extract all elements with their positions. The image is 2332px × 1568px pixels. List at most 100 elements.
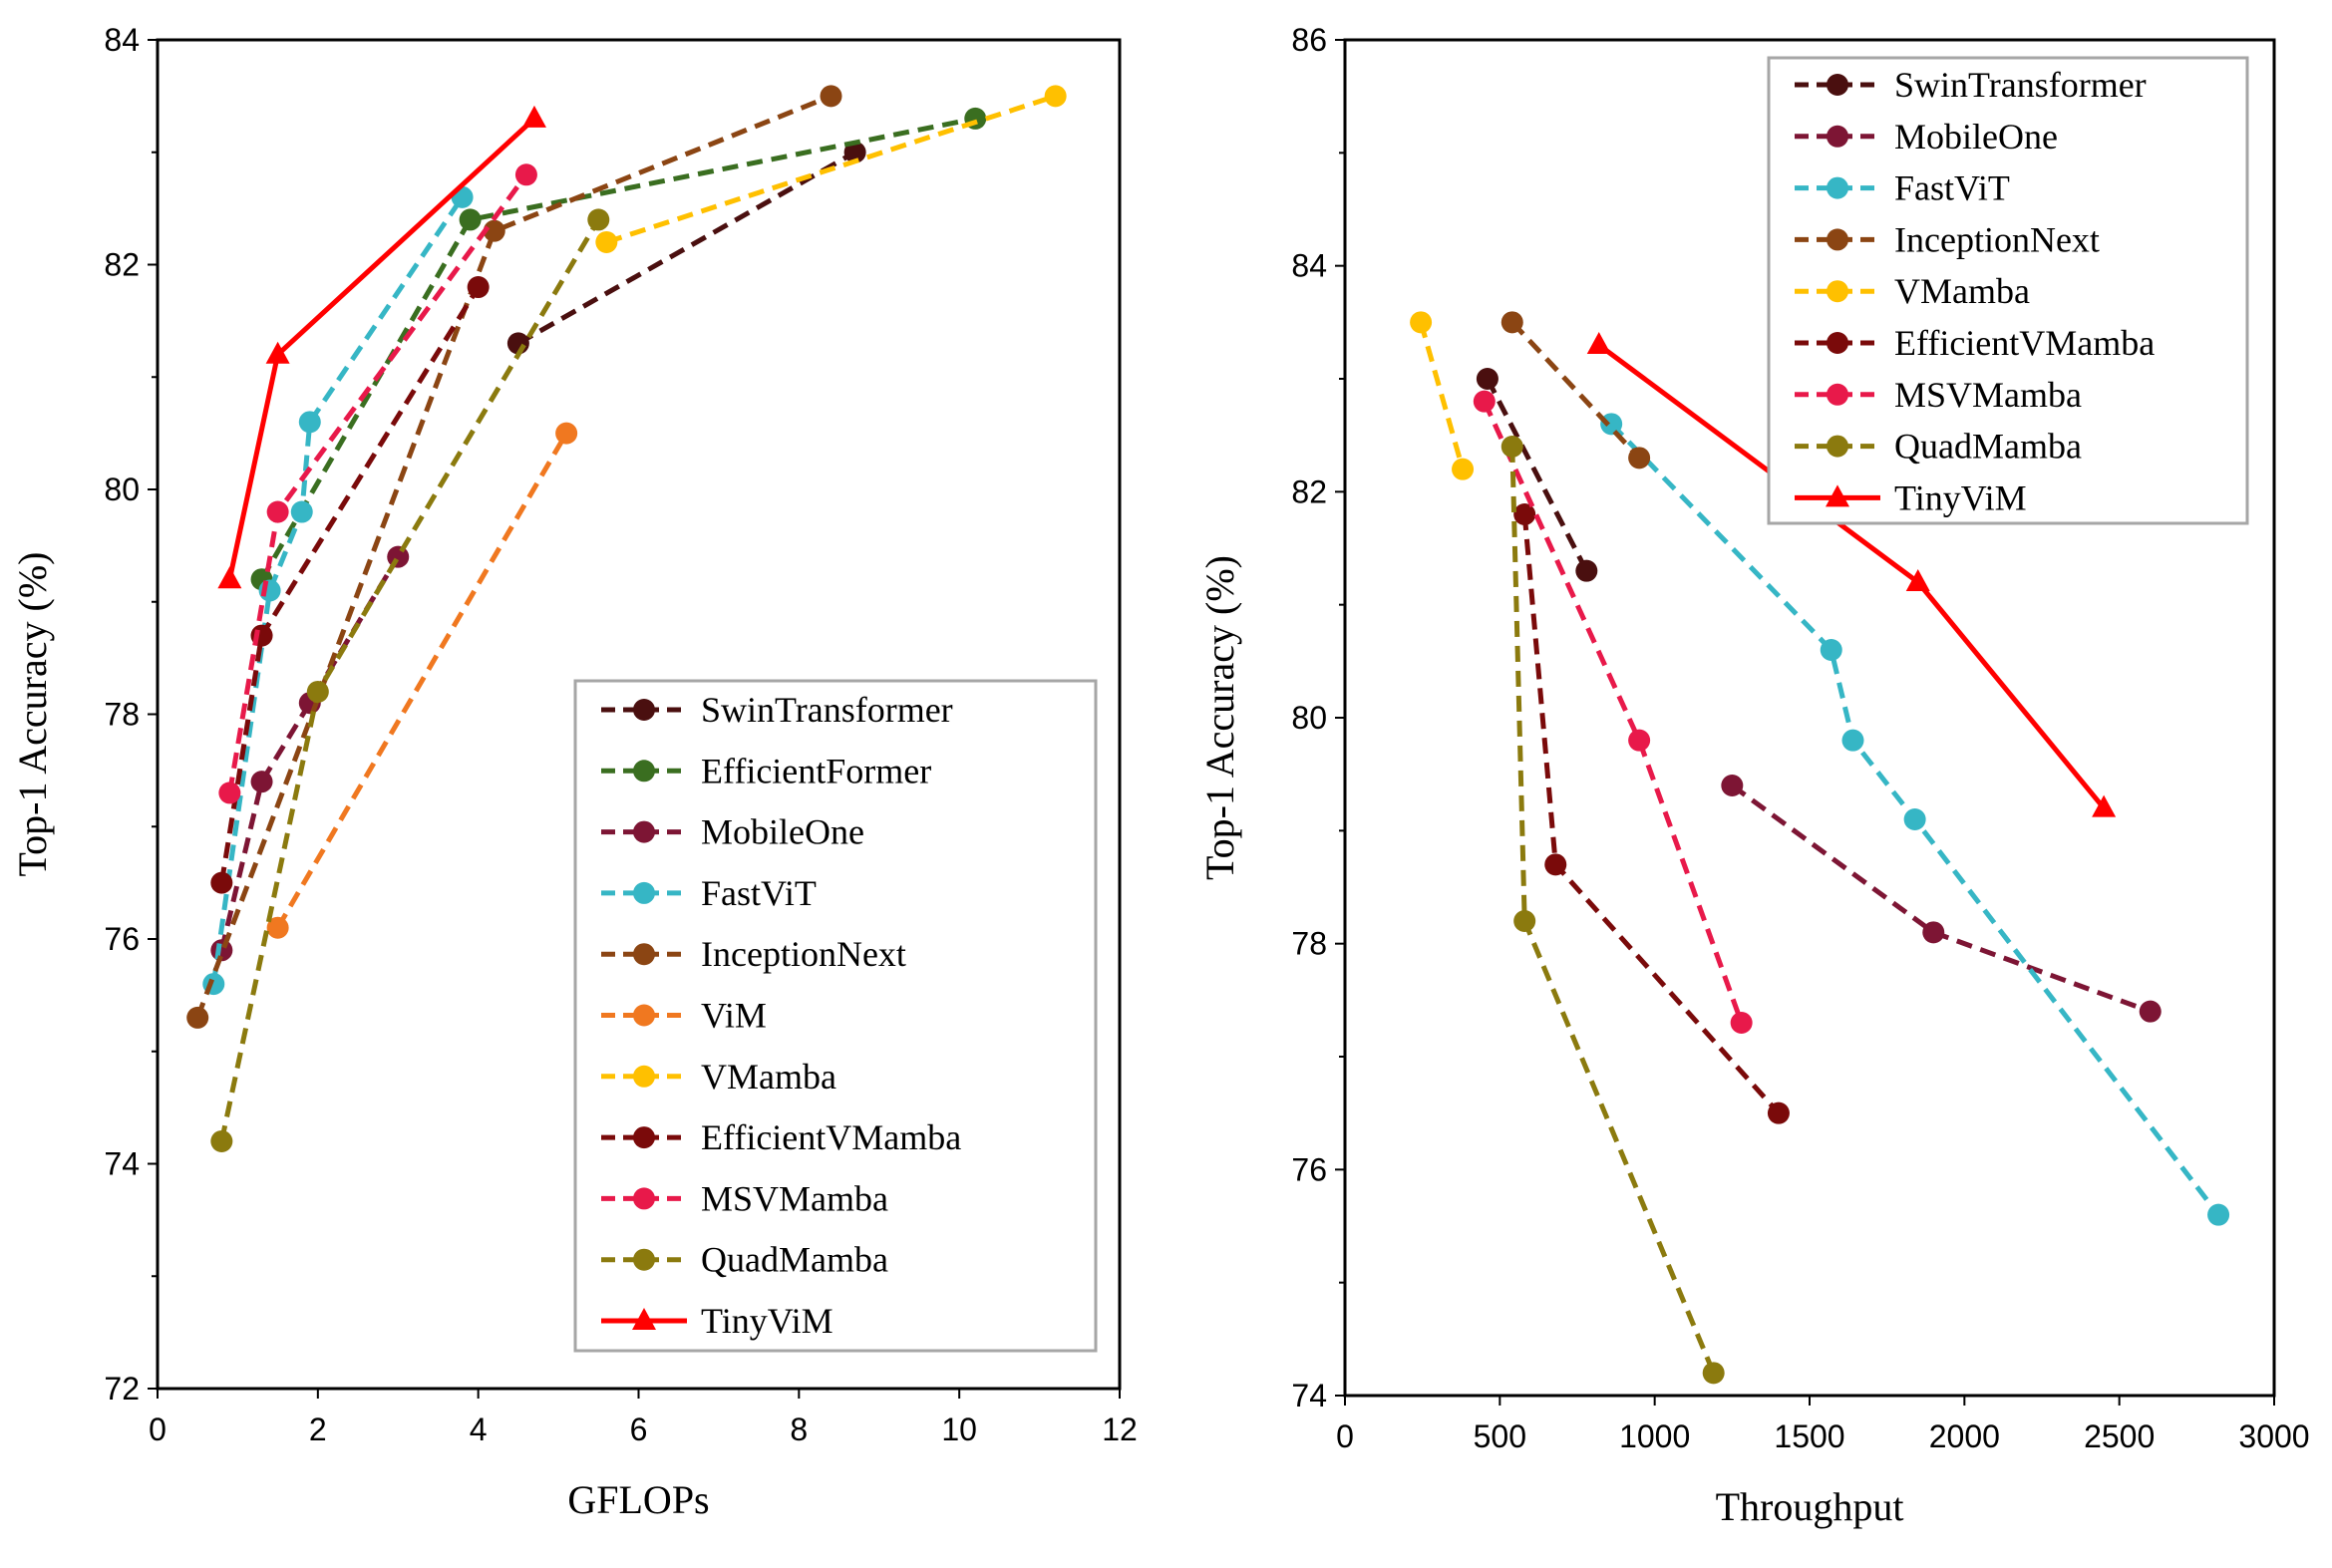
legend-marker — [1827, 280, 1848, 303]
x-tick-label: 2 — [309, 1411, 327, 1447]
legend-item: FastViT — [1795, 168, 2010, 208]
data-point — [186, 1006, 209, 1029]
data-point — [1600, 413, 1623, 436]
legend-item: ViM — [601, 996, 767, 1036]
data-point — [1513, 910, 1536, 932]
data-point — [1500, 311, 1523, 334]
legend-item: EfficientFormer — [601, 751, 931, 790]
legend-item: TinyViM — [1795, 477, 2027, 517]
y-axis-title: Top-1 Accuracy (%) — [10, 552, 55, 877]
data-point — [266, 500, 289, 523]
legend-marker — [633, 760, 655, 783]
data-point — [266, 916, 289, 939]
data-point — [1544, 853, 1567, 876]
y-tick-label: 78 — [104, 697, 140, 733]
data-point — [1410, 311, 1433, 334]
data-point — [1922, 921, 1945, 944]
data-point — [210, 1129, 233, 1152]
legend-item: QuadMamba — [1795, 427, 2082, 467]
legend-label: QuadMamba — [1894, 427, 2082, 467]
series-line — [1509, 446, 1717, 1375]
series-quadmamba — [210, 208, 610, 1152]
legend: SwinTransformer MobileOne FastViT Inception… — [1767, 56, 2249, 525]
x-tick-label: 1000 — [1619, 1418, 1690, 1454]
legend-marker — [632, 1308, 656, 1330]
y-tick-label: 86 — [1291, 22, 1327, 58]
legend-label: EfficientVMamba — [701, 1117, 961, 1157]
legend-marker — [1827, 125, 1848, 148]
legend-label: VMamba — [1894, 271, 2030, 311]
data-point — [218, 782, 241, 804]
chart-panel-2: 74 76 78 80 82 84 86 0 500 1000 1500 2000 2500 3000 Th… — [1197, 22, 2310, 1529]
series-line — [1485, 377, 1589, 572]
data-point — [514, 163, 537, 186]
data-point — [1628, 729, 1651, 752]
series-inceptionnext — [186, 85, 842, 1029]
x-tick-label: 0 — [149, 1411, 167, 1447]
legend-label: ViM — [701, 996, 767, 1036]
legend-item: SwinTransformer — [1795, 65, 2147, 105]
data-point — [265, 341, 290, 364]
data-point — [820, 85, 842, 108]
legend-marker — [633, 943, 655, 966]
data-point — [1820, 639, 1842, 661]
y-tick-label: 84 — [1291, 248, 1327, 284]
legend-marker — [633, 820, 655, 843]
legend-marker — [1827, 176, 1848, 199]
legend-item: QuadMamba — [601, 1240, 888, 1280]
legend-item: MobileOne — [1795, 117, 2058, 157]
legend-label: MSVMamba — [701, 1178, 888, 1218]
data-point — [1730, 1012, 1753, 1034]
data-point — [2207, 1203, 2230, 1226]
legend-marker — [633, 1126, 655, 1149]
x-axis-title: Throughput — [1716, 1484, 1904, 1529]
data-point — [1702, 1362, 1725, 1385]
series-swintransformer — [1476, 368, 1598, 582]
y-tick-label: 84 — [104, 22, 140, 58]
legend-box — [573, 679, 1098, 1353]
legend-label: SwinTransformer — [1894, 65, 2147, 105]
data-point — [1586, 332, 1611, 354]
y-tick-label: 74 — [1291, 1378, 1327, 1413]
legend-marker — [633, 1248, 655, 1271]
legend-marker — [1826, 484, 1849, 507]
series-line — [1730, 783, 2152, 1015]
legend-label: EfficientFormer — [701, 751, 931, 790]
data-point — [1044, 85, 1067, 108]
data-point — [298, 411, 321, 434]
legend-item: SwinTransformer — [601, 690, 953, 730]
x-tick-label: 12 — [1102, 1411, 1138, 1447]
legend-item: FastViT — [601, 873, 817, 913]
y-tick-label: 82 — [104, 247, 140, 283]
legend-marker — [1827, 383, 1848, 406]
legend-marker — [1827, 228, 1848, 251]
data-point — [587, 208, 610, 231]
series-vmamba — [1410, 311, 1475, 480]
legend-item: InceptionNext — [601, 934, 906, 974]
legend-marker — [633, 1187, 655, 1210]
legend-marker — [1827, 435, 1848, 458]
data-point — [2139, 1000, 2162, 1023]
data-point — [1841, 729, 1864, 752]
legend-label: InceptionNext — [1894, 219, 2100, 259]
legend-label: InceptionNext — [701, 934, 906, 974]
x-tick-label: 4 — [470, 1411, 488, 1447]
y-tick-label: 76 — [104, 921, 140, 957]
data-point — [387, 545, 410, 568]
legend-item: VMamba — [601, 1057, 836, 1097]
data-point — [306, 680, 329, 703]
legend-marker — [633, 1065, 655, 1088]
series-inceptionnext — [1500, 311, 1651, 470]
legend-marker — [633, 1004, 655, 1027]
legend-label: SwinTransformer — [701, 690, 953, 730]
y-tick-label: 82 — [1291, 473, 1327, 509]
legend-item: InceptionNext — [1795, 219, 2100, 259]
data-point — [1513, 503, 1536, 525]
series-fastvit — [202, 185, 474, 996]
y-tick-label: 74 — [104, 1146, 140, 1182]
legend-label: MSVMamba — [1894, 375, 2082, 415]
legend-label: TinyViM — [1894, 477, 2027, 517]
data-point — [250, 771, 273, 793]
data-point — [843, 141, 866, 163]
